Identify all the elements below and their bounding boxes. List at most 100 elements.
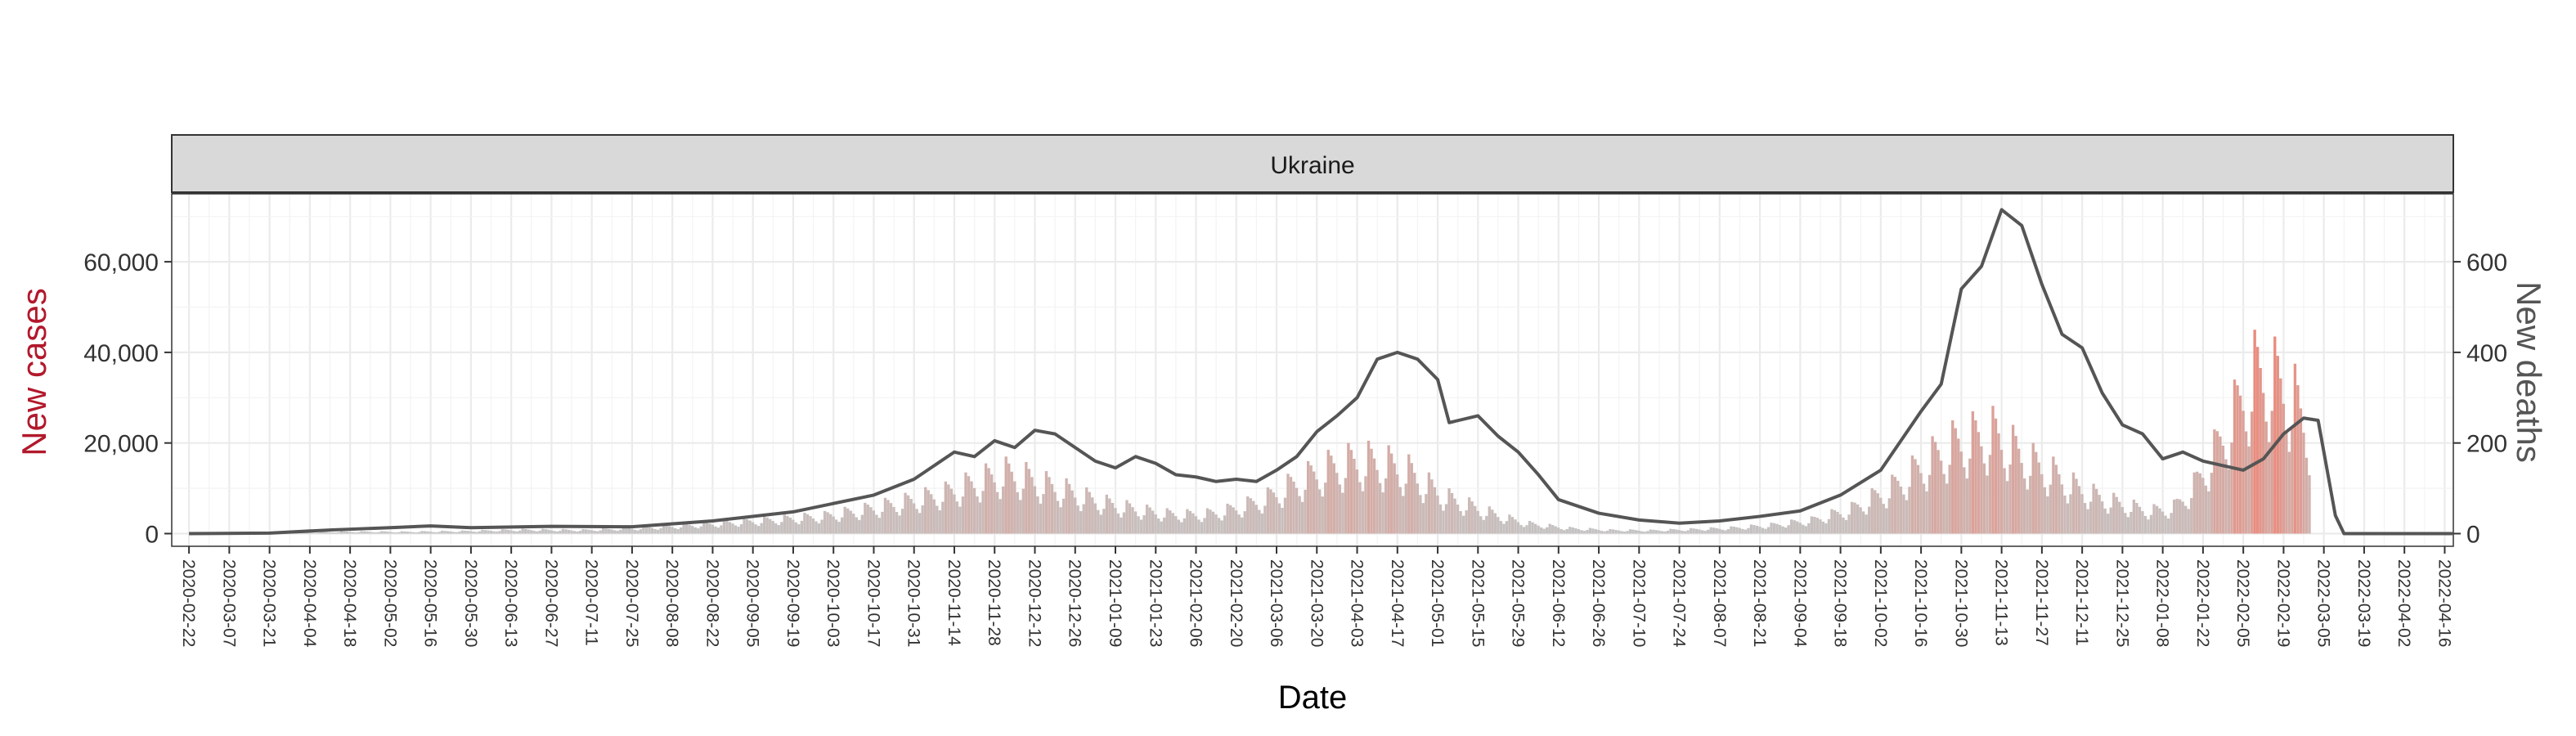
cases-bar: [817, 523, 821, 534]
cases-bar: [1148, 507, 1151, 534]
cases-bar: [1102, 509, 1106, 534]
cases-bar: [1724, 530, 1727, 534]
cases-bar: [2103, 508, 2107, 534]
cases-bar: [2264, 421, 2268, 534]
cases-bar: [806, 514, 810, 534]
x-axis-tick-label: 2022-02-19: [2273, 559, 2292, 647]
cases-bar: [1272, 492, 1276, 534]
cases-bar: [915, 509, 918, 534]
cases-bar: [599, 530, 602, 534]
cases-bar: [1928, 474, 1932, 534]
cases-bar: [1163, 517, 1166, 534]
cases-bar: [855, 517, 858, 534]
cases-bar: [1010, 471, 1013, 534]
cases-bar: [1965, 478, 1968, 534]
cases-bar: [2069, 494, 2072, 534]
cases-bar: [1876, 493, 1879, 534]
cases-bar: [1551, 525, 1555, 534]
cases-bar: [705, 522, 708, 534]
cases-bar: [797, 524, 801, 534]
cases-bar: [481, 529, 484, 534]
cases-bar: [434, 532, 438, 534]
cases-bar: [1013, 481, 1016, 534]
cases-bar: [1991, 406, 1995, 534]
cases-bar: [578, 531, 582, 534]
cases-bars: [279, 330, 2311, 534]
cases-bar: [886, 500, 890, 534]
cases-bar: [487, 530, 490, 534]
cases-bar: [1330, 456, 1333, 534]
cases-bar: [970, 481, 973, 534]
x-axis-tick-label: 2020-06-13: [501, 559, 520, 647]
cases-bar: [1053, 491, 1057, 534]
cases-bar: [1232, 507, 1235, 534]
x-axis-tick-label: 2020-05-16: [421, 559, 440, 647]
cases-bar: [1142, 515, 1146, 534]
cases-bar: [1916, 464, 1920, 534]
cases-bar: [1275, 496, 1278, 534]
cases-bar: [406, 532, 410, 534]
cases-bar: [2086, 509, 2089, 534]
cases-bar: [2031, 442, 2035, 534]
cases-bar: [748, 520, 752, 534]
x-axis-tick-label: 2021-02-20: [1227, 559, 1245, 647]
cases-bar: [2247, 446, 2251, 534]
cases-bar: [1787, 525, 1790, 534]
cases-bar: [1747, 527, 1750, 534]
cases-bar: [1447, 488, 1451, 534]
cases-bar: [1669, 528, 1672, 534]
cases-bar: [947, 484, 950, 534]
cases-bar: [1061, 498, 1066, 534]
right-axis-tick-label: 200: [2466, 431, 2507, 458]
cases-bar: [2296, 385, 2300, 534]
cases-bar: [1893, 477, 1897, 534]
cases-bar: [1211, 511, 1215, 534]
cases-bar: [357, 532, 361, 534]
cases-bar: [1997, 433, 2000, 534]
cases-bar: [504, 529, 507, 534]
cases-bar: [2098, 495, 2101, 534]
cases-bar: [541, 528, 545, 534]
cases-bar: [1056, 500, 1060, 534]
cases-bar: [1533, 523, 1537, 534]
cases-bar: [1410, 463, 1413, 534]
cases-bar: [1073, 497, 1077, 534]
cases-bar: [564, 529, 568, 534]
cases-bar: [904, 492, 907, 534]
cases-bar: [2227, 469, 2231, 534]
cases-bar: [303, 532, 306, 534]
cases-bar: [2149, 514, 2153, 534]
cases-bar: [1790, 519, 1793, 534]
cases-bar: [334, 532, 338, 534]
cases-bar: [2308, 475, 2311, 534]
cases-bar: [2054, 464, 2058, 534]
cases-bar: [665, 525, 668, 534]
cases-bar: [466, 531, 469, 534]
cases-bar: [1516, 522, 1520, 534]
cases-bar: [909, 498, 913, 534]
cases-bar: [944, 481, 947, 534]
cases-bar: [1370, 448, 1373, 534]
x-axis-tick-label: 2022-04-16: [2435, 559, 2453, 647]
cases-bar: [1519, 524, 1523, 534]
cases-bar: [1205, 508, 1209, 534]
cases-bar: [864, 502, 867, 534]
x-axis-tick-label: 2021-04-03: [1348, 559, 1367, 647]
x-axis-tick-label: 2020-04-18: [340, 559, 359, 647]
cases-bar: [984, 463, 988, 534]
cases-bar: [544, 529, 547, 534]
cases-bar: [2014, 436, 2017, 534]
cases-bar: [1283, 497, 1287, 534]
cases-bar: [2285, 432, 2288, 534]
cases-bar: [693, 527, 697, 534]
cases-bar: [820, 519, 824, 534]
cases-bar: [1384, 478, 1388, 534]
cases-bar: [483, 530, 487, 534]
cases-bar: [711, 524, 715, 534]
cases-bar: [547, 529, 550, 534]
cases-bar: [1065, 478, 1068, 534]
cases-bar: [1200, 522, 1204, 534]
cases-bar: [1413, 473, 1416, 534]
cases-bar: [1488, 506, 1491, 534]
